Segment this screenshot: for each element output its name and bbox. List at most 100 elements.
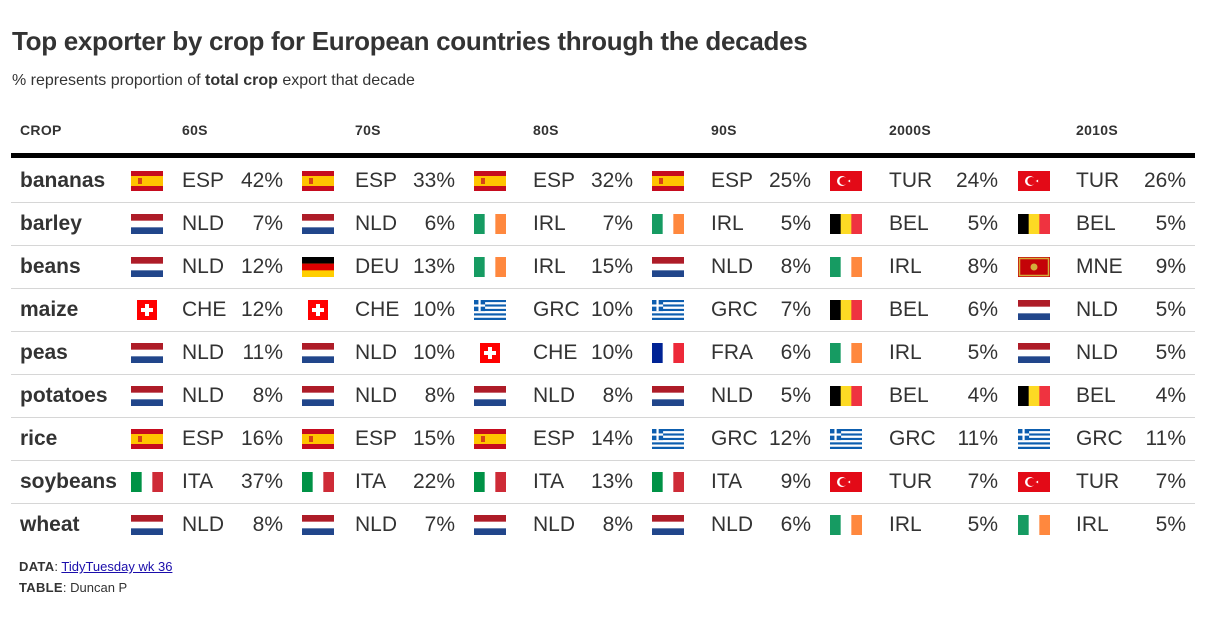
flag-che-icon <box>302 300 334 320</box>
country-code: IRL <box>1076 513 1109 536</box>
export-share: 7% <box>252 212 283 235</box>
export-share: 24% <box>955 169 998 192</box>
crop-label: rice <box>20 427 58 450</box>
flag-che-icon <box>474 343 506 363</box>
country-code: DEU <box>355 255 400 278</box>
export-share: 6% <box>967 298 998 321</box>
country-code: ESP <box>355 169 398 192</box>
column-header: 2010S <box>1076 122 1118 138</box>
export-share: 5% <box>1155 298 1186 321</box>
country-code: ESP <box>355 427 398 450</box>
crop-label: peas <box>20 341 68 364</box>
country-code: ITA <box>355 470 387 493</box>
export-share: 8% <box>602 384 633 407</box>
footer-table: TABLE: Duncan P <box>19 580 128 595</box>
flag-deu-icon <box>302 257 334 277</box>
export-share: 26% <box>1143 169 1186 192</box>
country-code: NLD <box>182 513 225 536</box>
export-share: 7% <box>967 470 998 493</box>
export-share: 11% <box>242 341 283 364</box>
country-code: MNE <box>1076 255 1123 278</box>
country-code: NLD <box>1076 341 1119 364</box>
flag-grc-icon <box>652 429 684 449</box>
flag-irl-icon <box>830 515 862 535</box>
country-code: ITA <box>182 470 214 493</box>
column-header: 70S <box>355 122 381 138</box>
export-share: 10% <box>412 341 455 364</box>
country-code: NLD <box>182 384 225 407</box>
country-code: GRC <box>1076 427 1123 450</box>
country-code: BEL <box>1076 212 1116 235</box>
flag-nld-icon <box>1018 343 1050 363</box>
flag-tur-icon <box>1018 171 1050 191</box>
flag-bel-icon <box>1018 386 1050 406</box>
country-code: GRC <box>711 427 758 450</box>
table-row: beans NLD 12% DEU 13% IRL 15% NLD 8% IRL 8% MNE 9% <box>11 245 1195 289</box>
export-share: 9% <box>780 470 811 493</box>
export-share: 7% <box>602 212 633 235</box>
table-row: rice ESP 16% ESP 15% ESP 14% GRC 12% GRC 11% GRC 11% <box>11 417 1195 461</box>
subtitle-post: export that decade <box>277 72 415 89</box>
export-share: 13% <box>590 470 633 493</box>
subtitle-pre: % represents proportion of <box>12 72 205 89</box>
flag-nld-icon <box>131 257 163 277</box>
flag-grc-icon <box>652 300 684 320</box>
country-code: NLD <box>355 341 398 364</box>
flag-nld-icon <box>474 386 506 406</box>
export-share: 10% <box>412 298 455 321</box>
flag-irl-icon <box>474 257 506 277</box>
country-code: IRL <box>889 513 922 536</box>
export-share: 5% <box>1155 341 1186 364</box>
flag-bel-icon <box>830 386 862 406</box>
country-code: GRC <box>711 298 758 321</box>
export-share: 10% <box>590 341 633 364</box>
flag-irl-icon <box>830 257 862 277</box>
export-share: 12% <box>768 427 811 450</box>
export-share: 15% <box>412 427 455 450</box>
flag-nld-icon <box>131 214 163 234</box>
export-share: 5% <box>780 384 811 407</box>
chart-title: Top exporter by crop for European countr… <box>12 26 808 56</box>
flag-mne-icon <box>1018 257 1050 277</box>
flag-esp-icon <box>302 171 334 191</box>
country-code: IRL <box>533 255 566 278</box>
export-share: 9% <box>1155 255 1186 278</box>
table-row: wheat NLD 8% NLD 7% NLD 8% NLD 6% IRL 5% IRL 5% <box>11 503 1195 546</box>
country-code: BEL <box>889 384 929 407</box>
flag-ita-icon <box>474 472 506 492</box>
country-code: NLD <box>355 212 398 235</box>
export-share: 16% <box>240 427 283 450</box>
flag-irl-icon <box>830 343 862 363</box>
flag-ita-icon <box>652 472 684 492</box>
export-share: 37% <box>240 470 283 493</box>
export-share: 4% <box>1155 384 1186 407</box>
country-code: ESP <box>533 169 576 192</box>
export-share: 12% <box>240 255 283 278</box>
crop-label: beans <box>20 255 81 278</box>
country-code: NLD <box>355 384 398 407</box>
footer-data: DATA: TidyTuesday wk 36 <box>19 559 173 574</box>
export-share: 8% <box>602 513 633 536</box>
footer-data-link[interactable]: TidyTuesday wk 36 <box>61 559 173 574</box>
flag-che-icon <box>131 300 163 320</box>
country-code: IRL <box>711 212 744 235</box>
export-share: 11% <box>957 427 998 450</box>
country-code: CHE <box>182 298 227 321</box>
export-share: 25% <box>768 169 811 192</box>
country-code: ESP <box>182 427 225 450</box>
country-code: TUR <box>889 169 933 192</box>
flag-esp-icon <box>131 429 163 449</box>
footer-table-value: Duncan P <box>70 580 128 595</box>
country-code: NLD <box>182 212 225 235</box>
export-share: 5% <box>780 212 811 235</box>
export-share: 5% <box>1155 212 1186 235</box>
flag-nld-icon <box>302 214 334 234</box>
export-share: 7% <box>424 513 455 536</box>
flag-nld-icon <box>302 386 334 406</box>
flag-ita-icon <box>131 472 163 492</box>
flag-tur-icon <box>1018 472 1050 492</box>
export-share: 33% <box>412 169 455 192</box>
export-share: 5% <box>967 513 998 536</box>
flag-tur-icon <box>830 472 862 492</box>
export-share: 15% <box>590 255 633 278</box>
